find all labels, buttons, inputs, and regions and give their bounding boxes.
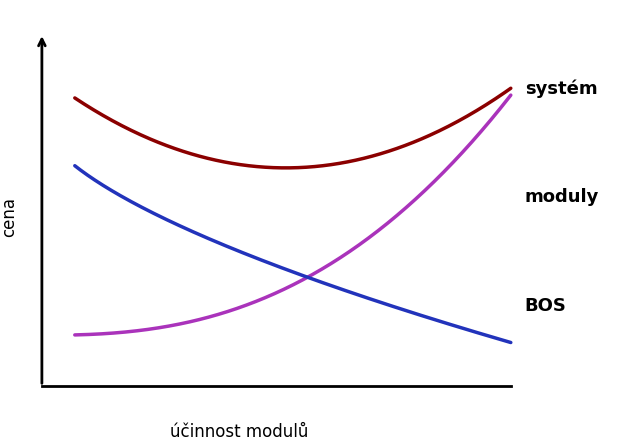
Text: BOS: BOS xyxy=(525,297,567,315)
Text: systém: systém xyxy=(525,79,597,97)
Text: cena: cena xyxy=(0,197,18,237)
Text: moduly: moduly xyxy=(525,188,599,206)
Text: účinnost modulů: účinnost modulů xyxy=(170,422,308,441)
